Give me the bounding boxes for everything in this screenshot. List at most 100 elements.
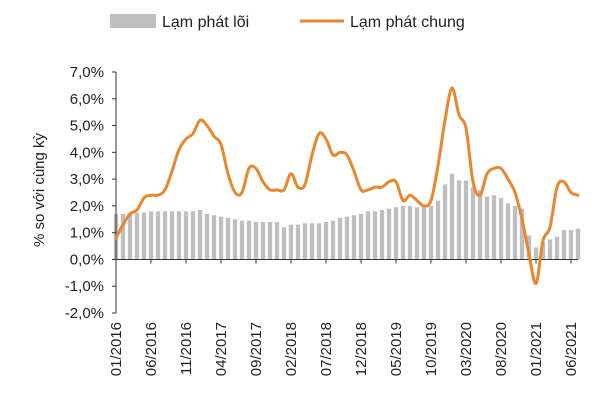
core-inflation-bar [351, 215, 357, 260]
y-tick-label: 6,0% [70, 91, 104, 108]
core-inflation-bar [379, 209, 385, 260]
x-tick-label: 09/2017 [248, 322, 265, 376]
core-inflation-bar [533, 247, 539, 260]
x-axis-ticks: 01/2016 06/2016 11/2016 04/2017 09/2017 02/20… [108, 259, 580, 376]
core-inflation-bar [169, 211, 175, 260]
y-tick-label: 4,0% [70, 144, 104, 161]
x-tick-label: 05/2019 [388, 322, 405, 376]
core-inflation-bar [365, 211, 371, 260]
y-axis-ticks: 7,0% 6,0% 5,0% 4,0% 3,0% 2,0% 1,0% 0,0% -1,0% -2,… [65, 64, 104, 322]
core-inflation-bar [120, 213, 126, 260]
core-inflation-bar [183, 211, 189, 260]
core-inflation-bar [344, 216, 350, 260]
core-inflation-bar [456, 180, 462, 260]
core-inflation-bars [113, 173, 581, 260]
core-inflation-bar [316, 223, 322, 260]
core-inflation-bar [281, 227, 287, 260]
headline-inflation-line-path [114, 86, 580, 286]
core-inflation-bar [337, 217, 343, 260]
core-inflation-bar [463, 180, 469, 260]
legend-label-headline: Lạm phát chung [350, 14, 465, 31]
core-inflation-bar [449, 173, 455, 260]
core-inflation-bar [253, 221, 259, 260]
y-tick-label: 3,0% [70, 171, 104, 188]
core-inflation-bar [386, 208, 392, 260]
core-inflation-bar [309, 223, 315, 260]
core-inflation-bar [267, 221, 273, 260]
core-inflation-bar [246, 220, 252, 260]
core-inflation-bar [407, 205, 413, 260]
x-tick-label: 02/2018 [283, 322, 300, 376]
core-inflation-bar [302, 223, 308, 260]
core-inflation-bar [435, 200, 441, 260]
core-inflation-bar [148, 211, 154, 260]
axes [112, 71, 578, 314]
core-inflation-bar [162, 211, 168, 260]
core-inflation-bar [330, 220, 336, 260]
core-inflation-bar [575, 228, 581, 260]
x-tick-label: 10/2019 [423, 322, 440, 376]
core-inflation-bar [211, 215, 217, 260]
core-inflation-bar [414, 207, 420, 260]
legend-label-core: Lạm phát lõi [162, 14, 249, 31]
core-inflation-bar [323, 221, 329, 260]
core-inflation-bar [428, 205, 434, 260]
core-inflation-bar [190, 211, 196, 260]
core-inflation-bar [358, 213, 364, 260]
x-tick-label: 01/2016 [108, 322, 125, 376]
core-inflation-bar [288, 224, 294, 260]
core-inflation-bar [547, 239, 553, 260]
y-axis-title: % so với cùng kỳ [31, 132, 48, 247]
core-inflation-bar [127, 213, 133, 260]
core-inflation-bar [491, 195, 497, 260]
core-inflation-bar [274, 221, 280, 260]
core-inflation-bar [568, 229, 574, 260]
core-inflation-bar [519, 208, 525, 260]
y-tick-label: -2,0% [65, 305, 104, 322]
x-tick-label: 01/2021 [528, 322, 545, 376]
core-inflation-bar [400, 205, 406, 260]
core-inflation-bar [218, 216, 224, 260]
x-tick-label: 08/2020 [493, 322, 510, 376]
core-inflation-bar [372, 211, 378, 260]
legend-swatch-core [110, 14, 156, 28]
x-tick-label: 06/2021 [563, 322, 580, 376]
core-inflation-bar [260, 221, 266, 260]
x-tick-label: 07/2018 [318, 322, 335, 376]
core-inflation-bar [232, 219, 238, 260]
core-inflation-bar [239, 220, 245, 260]
core-inflation-bar [561, 229, 567, 260]
core-inflation-bar [155, 211, 161, 260]
core-inflation-bar [505, 203, 511, 260]
x-tick-label: 11/2016 [178, 322, 195, 375]
core-inflation-bar [470, 187, 476, 260]
core-inflation-bar [512, 205, 518, 260]
core-inflation-bar [554, 236, 560, 260]
core-inflation-bar [393, 207, 399, 260]
core-inflation-bar [225, 217, 231, 260]
x-tick-label: 06/2016 [143, 322, 160, 376]
x-tick-label: 04/2017 [213, 322, 230, 376]
x-tick-label: 12/2018 [353, 322, 370, 376]
core-inflation-bar [295, 224, 301, 260]
core-inflation-bar [540, 242, 546, 260]
x-tick-label: 03/2020 [458, 322, 475, 376]
core-inflation-bar [484, 196, 490, 260]
y-tick-label: 1,0% [70, 225, 104, 242]
core-inflation-bar [134, 212, 140, 260]
y-tick-label: 2,0% [70, 198, 104, 215]
y-tick-label: 7,0% [70, 64, 104, 81]
y-tick-label: 0,0% [70, 251, 104, 268]
legend: Lạm phát lõi Lạm phát chung [110, 14, 465, 31]
core-inflation-bar [141, 212, 147, 260]
core-inflation-bar [204, 213, 210, 260]
headline-inflation-line [114, 86, 580, 286]
core-inflation-bar [421, 207, 427, 260]
core-inflation-bar [477, 189, 483, 260]
core-inflation-bar [442, 184, 448, 260]
y-tick-label: -1,0% [65, 278, 104, 295]
core-inflation-bar [197, 209, 203, 260]
y-tick-label: 5,0% [70, 118, 104, 135]
core-inflation-bar [498, 197, 504, 260]
